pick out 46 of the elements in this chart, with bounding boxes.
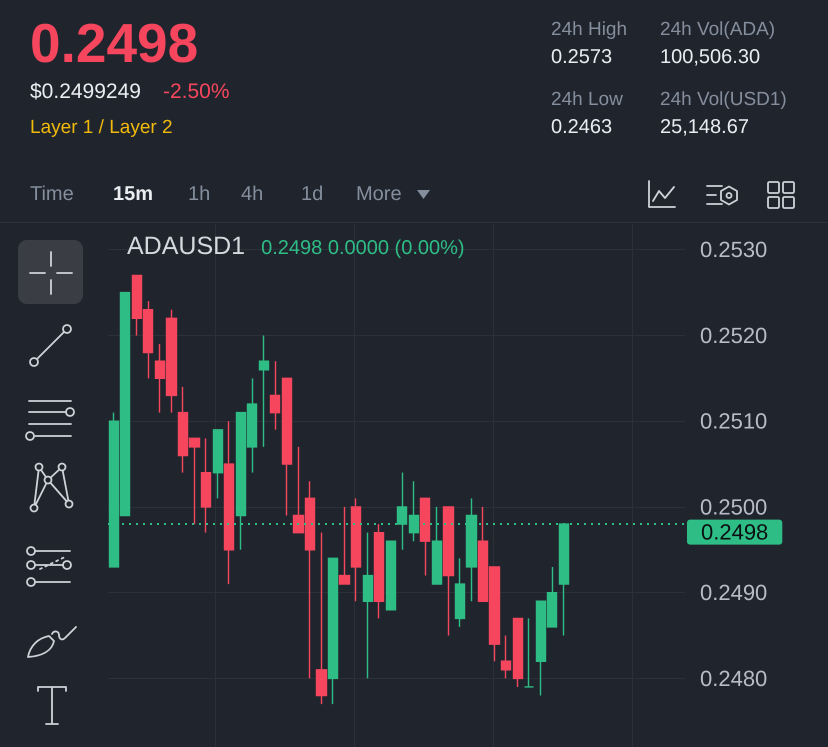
y-tick-label: 0.2480 [700, 666, 768, 691]
candlestick [270, 360, 280, 430]
candlestick [328, 558, 338, 705]
ref-line-label: 0.2498 [701, 520, 768, 545]
candlestick [420, 498, 430, 576]
y-tick-label: 0.2530 [700, 237, 768, 262]
text: 24h Vol(USD1) [660, 89, 787, 110]
y-tick-label: 0.2490 [700, 580, 768, 606]
text: 4h [241, 183, 264, 205]
candlestick [224, 420, 234, 585]
candlestick [338, 506, 350, 585]
text: 24h Low [551, 89, 623, 110]
candlestick [258, 334, 270, 448]
candlestick [454, 558, 466, 628]
text: Layer 1 / Layer 2 [30, 117, 173, 138]
text: 24h Vol(ADA) [660, 19, 776, 40]
candlestick [316, 532, 328, 705]
candlestick [350, 498, 362, 602]
text: 25,148.67 [660, 116, 749, 138]
chart-title: ADAUSD1 [127, 232, 246, 260]
text: 1h [188, 183, 210, 205]
text: 0.2573 [551, 46, 612, 68]
candlestick [282, 378, 292, 516]
candlestick [512, 618, 524, 688]
text: Time [30, 183, 74, 205]
candlestick [524, 618, 534, 688]
text: 15m [113, 183, 154, 205]
candlestick [362, 532, 374, 680]
y-tick-label: 0.2500 [700, 494, 768, 520]
text: 0.2498 [30, 12, 198, 74]
candlestick [200, 438, 212, 534]
text: -2.50% [163, 80, 230, 103]
text: $0.2499249 [30, 80, 141, 103]
text: 0.2463 [551, 116, 612, 138]
text: 100,506.30 [660, 46, 760, 68]
candlestick [442, 506, 454, 636]
text: 24h High [551, 19, 628, 40]
candlestick [386, 540, 396, 611]
candlestick [212, 429, 224, 500]
candlestick [374, 523, 384, 620]
y-tick-label: 0.2510 [700, 408, 768, 434]
candlestick [500, 634, 512, 680]
text: More [356, 183, 402, 205]
y-tick-label: 0.2520 [700, 322, 768, 348]
text: 0.2498 0.0000 (0.00%) [261, 237, 465, 259]
text: 1d [301, 183, 324, 205]
